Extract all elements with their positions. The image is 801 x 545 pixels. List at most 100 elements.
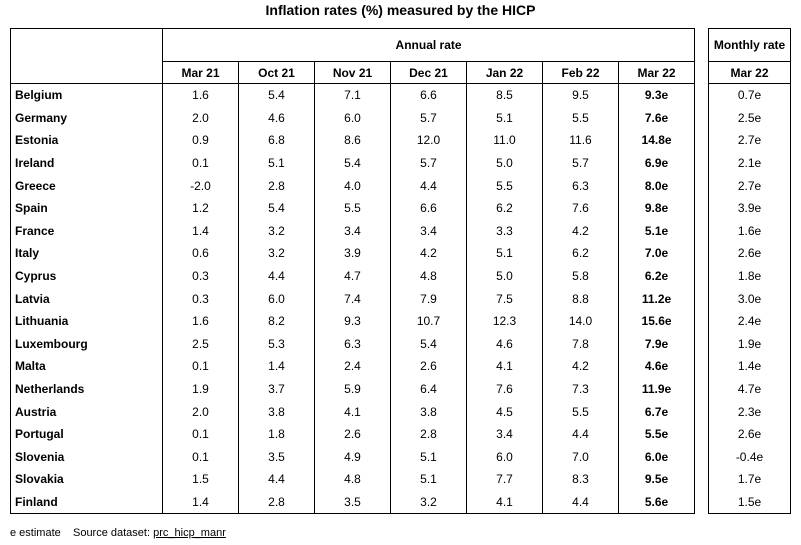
value-cell: 6.4 <box>390 377 467 401</box>
value-cell: 4.4 <box>542 422 619 446</box>
table-row: 2.6e <box>708 242 791 265</box>
value-cell: 0.3 <box>162 264 239 288</box>
column-header: Mar 21 <box>162 61 239 84</box>
monthly-value-cell: 1.6e <box>708 219 791 243</box>
table-row: Luxembourg 2.5 5.3 6.3 5.4 4.6 7.8 7.9e <box>10 332 696 356</box>
table-row: 2.5e <box>708 106 791 130</box>
value-cell: 5.1 <box>466 242 543 265</box>
value-cell: 4.6 <box>466 332 543 356</box>
corner-cell <box>10 28 163 62</box>
value-cell: 0.1 <box>162 355 239 378</box>
value-cell: 5.0 <box>466 151 543 175</box>
value-cell: 5.4 <box>314 151 391 175</box>
monthly-value-cell: 3.0e <box>708 287 791 310</box>
value-cell: 6.3 <box>542 174 619 197</box>
value-cell: 14.0 <box>542 309 619 333</box>
value-cell: 6.8 <box>238 129 315 152</box>
value-cell: 3.2 <box>238 219 315 243</box>
country-cell: Austria <box>10 400 163 423</box>
value-cell: 3.3 <box>466 219 543 243</box>
value-cell: 6.3 <box>314 332 391 356</box>
value-cell: 11.2e <box>617 287 696 310</box>
value-cell: 0.1 <box>162 151 239 175</box>
value-cell: 5.0 <box>466 264 543 288</box>
country-cell: Estonia <box>10 129 163 152</box>
value-cell: 1.2 <box>162 196 239 220</box>
value-cell: 7.0e <box>617 242 696 265</box>
table-row: Italy 0.6 3.2 3.9 4.2 5.1 6.2 7.0e <box>10 242 696 265</box>
table-row: Netherlands 1.9 3.7 5.9 6.4 7.6 7.3 11.9e <box>10 377 696 401</box>
table-row: Finland 1.4 2.8 3.5 3.2 4.1 4.4 5.6e <box>10 490 696 515</box>
value-cell: 3.4 <box>466 422 543 446</box>
value-cell: 6.0 <box>314 106 391 130</box>
table-row: Lithuania 1.6 8.2 9.3 10.7 12.3 14.0 15.6e <box>10 309 696 333</box>
value-cell: 8.8 <box>542 287 619 310</box>
value-cell: -2.0 <box>162 174 239 197</box>
value-cell: 8.3 <box>542 468 619 491</box>
country-cell: Lithuania <box>10 309 163 333</box>
annual-rate-table: Annual rate Mar 21 Oct 21 Nov 21 Dec 21 Jan … <box>10 28 696 515</box>
table-row: 4.7e <box>708 377 791 401</box>
value-cell: 0.3 <box>162 287 239 310</box>
country-cell: Spain <box>10 196 163 220</box>
value-cell: 11.6 <box>542 129 619 152</box>
value-cell: 5.7 <box>542 151 619 175</box>
monthly-value-cell: 2.3e <box>708 400 791 423</box>
value-cell: 7.8 <box>542 332 619 356</box>
monthly-value-cell: 1.8e <box>708 264 791 288</box>
table-row: 3.9e <box>708 196 791 220</box>
table-row: 1.5e <box>708 490 791 515</box>
value-cell: 0.1 <box>162 422 239 446</box>
monthly-value-cell: 1.4e <box>708 355 791 378</box>
table-row: Belgium 1.6 5.4 7.1 6.6 8.5 9.5 9.3e <box>10 83 696 107</box>
country-cell: Netherlands <box>10 377 163 401</box>
column-header: Nov 21 <box>314 61 391 84</box>
value-cell: 4.1 <box>466 355 543 378</box>
value-cell: 5.3 <box>238 332 315 356</box>
monthly-value-cell: 2.1e <box>708 151 791 175</box>
country-cell: Germany <box>10 106 163 130</box>
country-cell: Cyprus <box>10 264 163 288</box>
value-cell: 6.0 <box>238 287 315 310</box>
monthly-value-cell: 2.6e <box>708 422 791 446</box>
value-cell: 4.1 <box>314 400 391 423</box>
value-cell: 7.9e <box>617 332 696 356</box>
table-row: Cyprus 0.3 4.4 4.7 4.8 5.0 5.8 6.2e <box>10 264 696 288</box>
monthly-value-cell: 2.6e <box>708 242 791 265</box>
value-cell: 5.5 <box>466 174 543 197</box>
country-cell: Latvia <box>10 287 163 310</box>
value-cell: 5.5 <box>314 196 391 220</box>
table-row: Spain 1.2 5.4 5.5 6.6 6.2 7.6 9.8e <box>10 196 696 220</box>
value-cell: 3.2 <box>238 242 315 265</box>
table-row: 2.4e <box>708 309 791 333</box>
value-cell: 8.6 <box>314 129 391 152</box>
value-cell: 2.0 <box>162 106 239 130</box>
country-cell: Malta <box>10 355 163 378</box>
value-cell: 6.2 <box>542 242 619 265</box>
table-row: 2.7e <box>708 129 791 152</box>
source-dataset-link[interactable]: prc_hicp_manr <box>153 527 226 539</box>
value-cell: 1.5 <box>162 468 239 491</box>
table-title: Inflation rates (%) measured by the HICP <box>265 2 536 18</box>
column-header: Jan 22 <box>466 61 543 84</box>
monthly-rate-header: Monthly rate <box>708 28 791 62</box>
value-cell: 9.5 <box>542 83 619 107</box>
value-cell: 7.1 <box>314 83 391 107</box>
value-cell: 2.8 <box>390 422 467 446</box>
value-cell: 5.5 <box>542 400 619 423</box>
monthly-column-header: Mar 22 <box>708 61 791 84</box>
value-cell: 4.4 <box>238 468 315 491</box>
monthly-value-cell: 1.9e <box>708 332 791 356</box>
value-cell: 5.5e <box>617 422 696 446</box>
country-cell: Slovakia <box>10 468 163 491</box>
table-row: Ireland 0.1 5.1 5.4 5.7 5.0 5.7 6.9e <box>10 151 696 175</box>
country-cell: Italy <box>10 242 163 265</box>
value-cell: 1.6 <box>162 83 239 107</box>
value-cell: 7.9 <box>390 287 467 310</box>
value-cell: 4.1 <box>466 490 543 515</box>
country-cell: Belgium <box>10 83 163 107</box>
value-cell: 4.4 <box>390 174 467 197</box>
value-cell: 4.2 <box>390 242 467 265</box>
value-cell: 5.1e <box>617 219 696 243</box>
country-cell: Luxembourg <box>10 332 163 356</box>
